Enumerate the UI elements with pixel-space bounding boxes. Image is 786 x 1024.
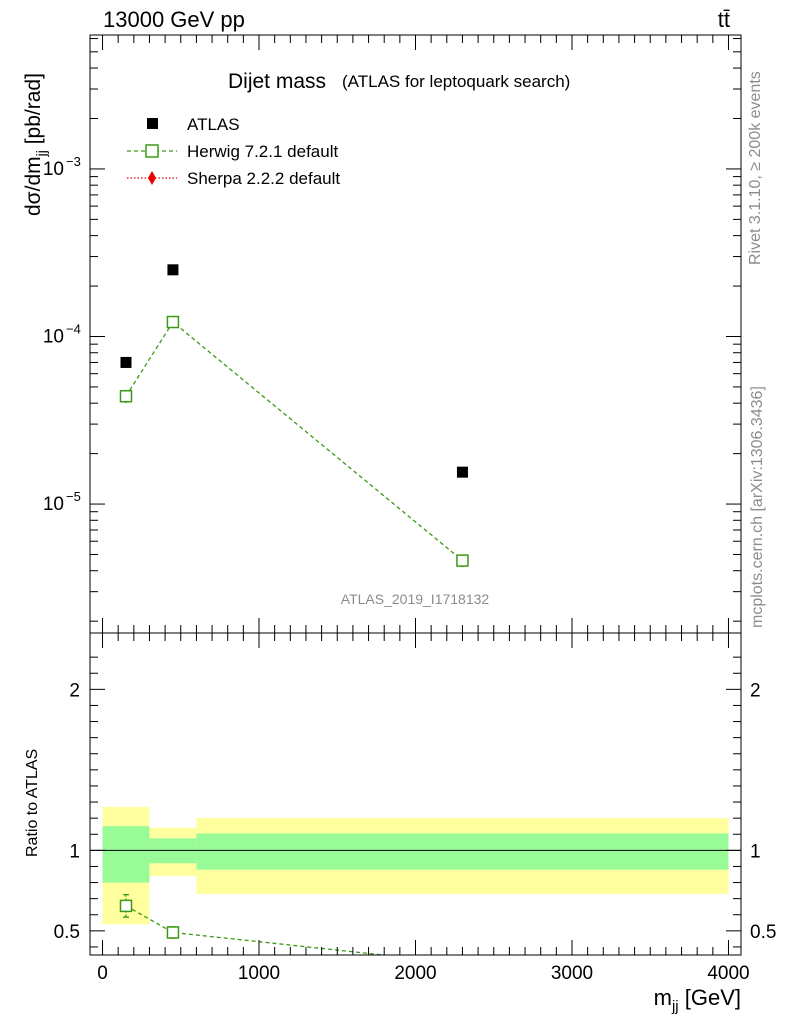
chart-title: Dijet mass [228, 70, 326, 93]
ratio-y-tick-label-left: 1 [69, 841, 80, 862]
atlas-data-point [456, 466, 468, 478]
herwig-main-point [119, 389, 133, 403]
x-tick-label: 3000 [551, 963, 593, 984]
ratio-y-tick-label-right: 1 [750, 841, 761, 862]
main-y-tick-label: 10 −3 [43, 154, 81, 180]
chart-subtitle: (ATLAS for leptoquark search) [342, 72, 570, 91]
mcplots-reference-label: mcplots.cern.ch [arXiv:1306.3436] [749, 386, 766, 628]
ratio-y-tick-label-right: 0.5 [750, 922, 776, 943]
ratio-y-tick-label-right: 2 [750, 680, 761, 701]
herwig-main-point [166, 315, 180, 329]
legend-label-herwig: Herwig 7.2.1 default [187, 142, 338, 161]
legend-label-sherpa: Sherpa 2.2.2 default [187, 169, 340, 188]
legend-marker-herwig [145, 144, 159, 158]
ratio-panel: 0.5 0.5 1 1 2 2 0 1000 2000 3000 4000 [54, 632, 776, 984]
rivet-version-label: Rivet 3.1.10, ≥ 200k events [747, 71, 764, 265]
x-tick-label: 0 [97, 963, 108, 984]
herwig-ratio-line [125, 905, 390, 955]
main-axis-ticks: 10−5 10−4 10−3 [43, 35, 741, 633]
ratio-plot-background [90, 633, 741, 955]
ratio-series-layer [119, 893, 390, 955]
ratio-band-inner [196, 833, 729, 870]
x-tick-label: 2000 [394, 963, 436, 984]
energy-label: 13000 GeV pp [103, 7, 245, 32]
herwig-ratio-group [119, 893, 390, 955]
herwig-main-point [456, 554, 469, 567]
legend-marker-sherpa [148, 171, 156, 185]
ratio-y-tick-label-left: 0.5 [54, 922, 80, 943]
herwig-ratio-point [166, 926, 180, 939]
ratio-band-inner [102, 826, 150, 883]
main-y-tick-label: 10 −4 [43, 321, 81, 347]
main-y-tick-label: 10 −5 [43, 489, 81, 515]
legend-label-atlas: ATLAS [187, 115, 240, 134]
ratio-axis-ticks: 0.5 0.5 1 1 2 2 0 1000 2000 3000 4000 [54, 633, 776, 984]
analysis-id-label: ATLAS_2019_I1718132 [341, 591, 490, 607]
ratio-y-axis-label: Ratio to ATLAS [24, 749, 41, 857]
legend-marker-atlas [147, 118, 158, 129]
atlas-data-point [120, 356, 132, 368]
main-plot-frame [89, 34, 742, 634]
x-tick-label: 4000 [707, 963, 749, 984]
x-tick-label: 1000 [238, 963, 280, 984]
process-label: tt̄ [718, 7, 730, 32]
herwig-ratio-point [119, 899, 133, 913]
x-axis-label: mjj [GeV] [654, 985, 741, 1015]
legend: ATLAS Herwig 7.2.1 default Sherpa 2.2.2 … [127, 115, 340, 188]
main-panel: 10−5 10−4 10−3 [43, 34, 742, 634]
atlas-data-point [167, 264, 179, 276]
main-y-axis-label: dσ/dmjj [pb/rad] [22, 73, 49, 216]
ratio-uncertainty-bands [90, 806, 741, 925]
main-series-layer [119, 264, 469, 568]
ratio-y-tick-label-left: 2 [69, 680, 80, 701]
